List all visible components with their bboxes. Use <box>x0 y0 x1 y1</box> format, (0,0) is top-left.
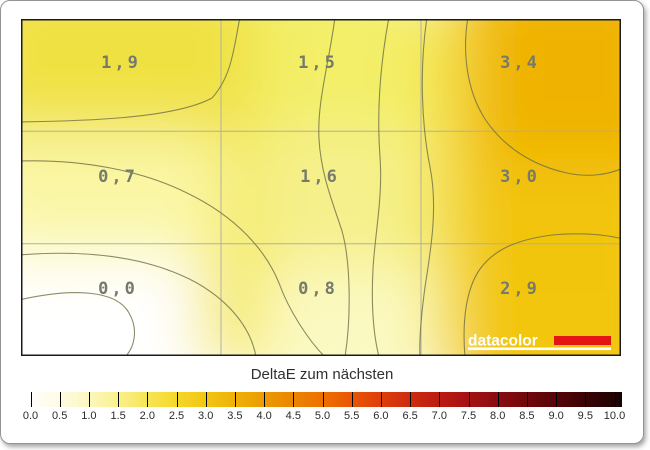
cell-value: 0,0 <box>98 279 138 299</box>
colorbar-tick-label: 10.0 <box>603 410 626 422</box>
cell-value: 3,0 <box>500 167 540 187</box>
colorbar-tick <box>234 392 236 407</box>
colorbar-tick-label: 4.0 <box>256 410 272 422</box>
colorbar-title: DeltaE zum nächsten <box>250 366 394 383</box>
cell-value: 0,7 <box>98 167 138 187</box>
colorbar-tick <box>410 392 412 407</box>
datacolor-logo-text: datacolor <box>468 333 538 350</box>
colorbar-tick <box>118 392 120 407</box>
colorbar-tick <box>293 392 295 407</box>
cell-value: 3,4 <box>500 53 540 73</box>
colorbar-tick-label: 8.0 <box>490 410 506 422</box>
colorbar-tick-label: 2.5 <box>168 410 185 422</box>
deltae-contour-plot: 1,9 1,5 3,4 0,7 1,6 3,0 0,0 0,8 2,9 data… <box>21 19 621 356</box>
colorbar-tick <box>205 392 207 407</box>
colorbar-tick <box>526 392 528 407</box>
datacolor-logo-red-bar <box>554 336 611 345</box>
cell-values: 1,9 1,5 3,4 0,7 1,6 3,0 0,0 0,8 2,9 <box>98 53 540 299</box>
colorbar-tick-label: 6.0 <box>373 410 389 422</box>
colorbar-tick-label: 5.5 <box>344 410 360 422</box>
cell-value: 1,5 <box>298 53 338 73</box>
colorbar-tick-label: 3.5 <box>227 410 243 422</box>
datacolor-logo-underline <box>468 347 611 351</box>
colorbar-tick-label: 7.0 <box>431 410 447 422</box>
colorbar-tick <box>556 392 558 407</box>
colorbar-tick <box>468 392 470 407</box>
colorbar-tick-label: 9.5 <box>577 410 593 422</box>
colorbar-tick <box>439 392 441 407</box>
colorbar-tick-label: 7.5 <box>460 410 477 422</box>
colorbar <box>22 392 622 407</box>
cell-value: 0,8 <box>298 279 338 299</box>
colorbar-tick <box>614 392 616 407</box>
colorbar-tick <box>322 392 324 407</box>
colorbar-tick <box>147 392 149 407</box>
colorbar-tick <box>351 392 353 407</box>
colorbar-tick <box>264 392 266 407</box>
colorbar-tick <box>30 392 32 407</box>
contour-color-field <box>21 19 621 356</box>
colorbar-tick-label: 8.5 <box>519 410 535 422</box>
colorbar-tick-label: 9.0 <box>548 410 564 422</box>
plot-border <box>21 19 621 356</box>
contour-lines <box>21 19 621 356</box>
colorbar-tick <box>585 392 587 407</box>
colorbar-tick-label: 0.5 <box>52 410 68 422</box>
colorbar-tick <box>176 392 178 407</box>
cell-value: 1,9 <box>101 53 141 73</box>
colorbar-tick-label: 1.5 <box>110 410 126 422</box>
colorbar-tick-label: 2.0 <box>139 410 155 422</box>
datacolor-logo: datacolor <box>468 333 611 351</box>
cell-value: 1,6 <box>300 167 340 187</box>
colorbar-tick-label: 0.0 <box>22 410 39 422</box>
colorbar-tick <box>59 392 61 407</box>
colorbar-tick-label: 5.0 <box>314 410 331 422</box>
colorbar-tick <box>380 392 382 407</box>
cell-value: 2,9 <box>500 279 540 299</box>
colorbar-tick <box>497 392 499 407</box>
colorbar-tick-label: 3.0 <box>198 410 214 422</box>
colorbar-tick-label: 1.0 <box>81 410 97 422</box>
colorbar-tick-label: 6.5 <box>402 410 418 422</box>
colorbar-tick <box>88 392 90 407</box>
colorbar-tick-label: 4.5 <box>285 410 301 422</box>
